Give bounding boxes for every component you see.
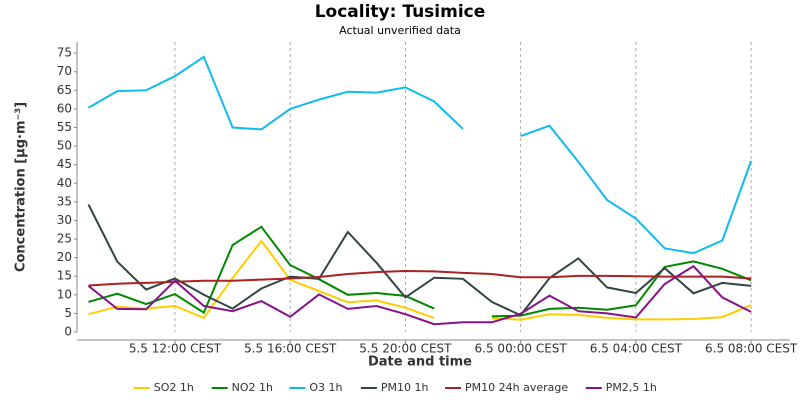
y-tick-label: 55 bbox=[57, 120, 72, 134]
y-tick-label: 45 bbox=[57, 157, 72, 171]
y-tick-label: 50 bbox=[57, 139, 72, 153]
x-axis-label: Date and time bbox=[368, 355, 472, 370]
series-line bbox=[491, 260, 752, 318]
x-tick-label: 6.5 04:00 CEST bbox=[590, 342, 683, 356]
chart-subtitle: Actual unverified data bbox=[339, 24, 461, 37]
legend-label: NO2 1h bbox=[232, 381, 273, 394]
series-line bbox=[491, 304, 752, 321]
series-line bbox=[87, 55, 464, 131]
x-tick-label: 5.5 16:00 CEST bbox=[244, 342, 337, 356]
y-tick-label: 35 bbox=[57, 194, 72, 208]
y-tick-label: 40 bbox=[57, 176, 72, 190]
x-tick-label: 5.5 12:00 CEST bbox=[129, 342, 222, 356]
series-line bbox=[87, 204, 752, 317]
y-tick-label: 30 bbox=[57, 213, 72, 227]
y-tick-label: 10 bbox=[57, 287, 72, 301]
y-tick-label: 60 bbox=[57, 101, 72, 115]
y-axis-label: Concentration [µg·m⁻³] bbox=[14, 102, 29, 272]
x-tick-label: 6.5 08:00 CEST bbox=[705, 342, 798, 356]
series-line bbox=[88, 225, 435, 315]
y-tick-label: 70 bbox=[57, 64, 72, 78]
y-tick-label: 65 bbox=[57, 83, 72, 97]
x-tick-label: 5.5 20:00 CEST bbox=[359, 342, 452, 356]
legend-label: O3 1h bbox=[309, 381, 342, 394]
y-tick-label: 5 bbox=[64, 306, 72, 320]
series-line bbox=[520, 124, 753, 255]
legend-label: PM10 1h bbox=[381, 381, 429, 394]
legend-label: PM10 24h average bbox=[465, 381, 568, 394]
legend-label: SO2 1h bbox=[154, 381, 194, 394]
x-tick-label: 6.5 00:00 CEST bbox=[475, 342, 568, 356]
legend-label: PM2,5 1h bbox=[606, 381, 657, 394]
y-tick-label: 20 bbox=[57, 250, 72, 264]
chart-title: Locality: Tusimice bbox=[315, 2, 486, 22]
y-tick-label: 75 bbox=[57, 46, 72, 60]
y-tick-label: 0 bbox=[64, 325, 72, 339]
y-tick-label: 25 bbox=[57, 232, 72, 246]
series-line bbox=[88, 269, 752, 287]
y-tick-label: 15 bbox=[57, 269, 72, 283]
series-line bbox=[87, 264, 752, 326]
